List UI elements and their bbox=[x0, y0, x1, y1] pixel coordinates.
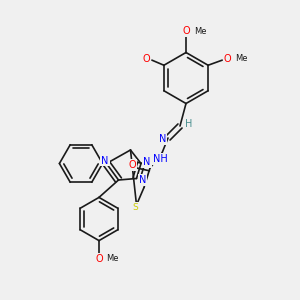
Text: N: N bbox=[101, 155, 109, 166]
Text: Me: Me bbox=[194, 27, 207, 36]
Text: NH: NH bbox=[153, 154, 168, 164]
Text: N: N bbox=[159, 134, 166, 145]
Text: O: O bbox=[142, 54, 150, 64]
Text: O: O bbox=[224, 54, 231, 64]
Text: O: O bbox=[128, 160, 136, 170]
Text: H: H bbox=[185, 119, 192, 130]
Text: O: O bbox=[182, 26, 190, 37]
Text: Me: Me bbox=[235, 54, 248, 63]
Text: Me: Me bbox=[106, 254, 119, 263]
Text: N: N bbox=[139, 175, 146, 185]
Text: N: N bbox=[143, 157, 151, 167]
Text: S: S bbox=[132, 203, 138, 212]
Text: O: O bbox=[95, 254, 103, 264]
